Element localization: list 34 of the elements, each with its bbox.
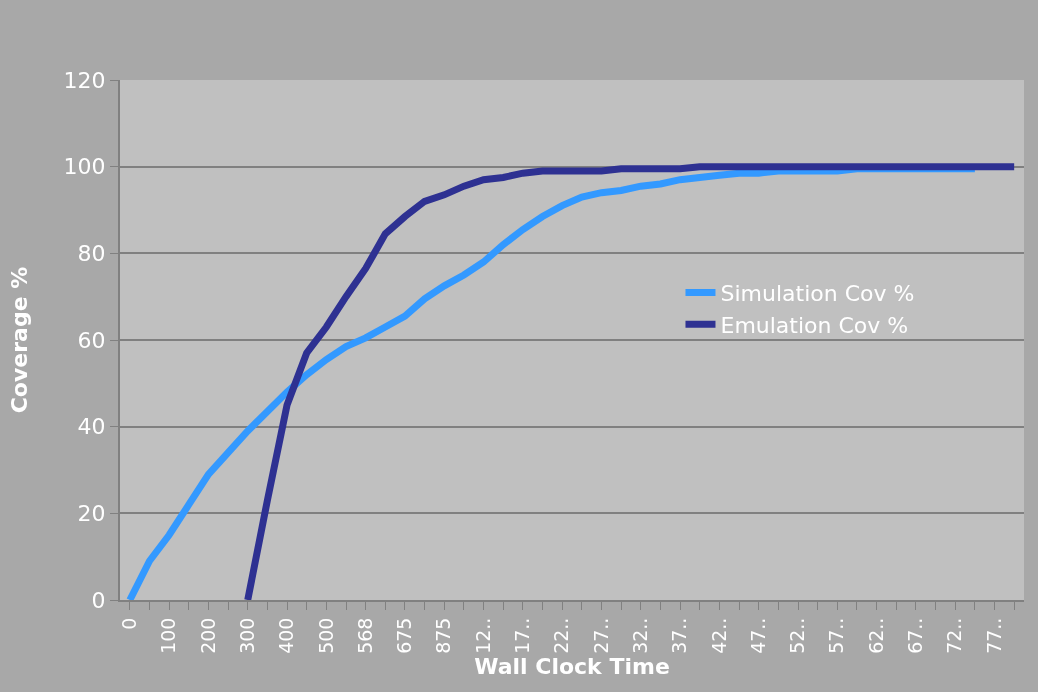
y-tick-label: 120 (63, 67, 106, 93)
x-tick-label: 47.. (746, 617, 769, 654)
legend-label: Emulation Cov % (720, 312, 909, 338)
y-tick-label: 80 (77, 241, 106, 267)
legend-label: Simulation Cov % (720, 281, 915, 307)
x-tick-label: 17.. (511, 617, 534, 654)
x-tick-label: 568 (353, 617, 376, 654)
x-axis-title: Wall Clock Time (474, 653, 670, 679)
x-tick-label: 57.. (825, 617, 848, 654)
x-tick-label: 12.. (471, 617, 494, 654)
x-tick-label: 72.. (943, 617, 966, 654)
x-tick-label: 32.. (628, 617, 651, 654)
x-tick-label: 62.. (864, 617, 887, 654)
x-tick-label: 67.. (904, 617, 927, 654)
x-tick-label: 52.. (786, 617, 809, 654)
y-tick-label: 0 (91, 587, 106, 613)
x-tick-label: 200 (196, 617, 219, 654)
y-tick-label: 40 (77, 414, 106, 440)
x-tick-label: 42.. (707, 617, 730, 654)
x-tick-label: 300 (235, 617, 258, 654)
x-tick-label: 22.. (550, 617, 573, 654)
x-tick-label: 500 (314, 617, 337, 654)
y-tick-label: 20 (77, 501, 106, 527)
y-tick-label: 100 (63, 154, 106, 180)
x-tick-label: 77.. (982, 617, 1005, 654)
y-tick-label: 60 (77, 327, 106, 353)
x-tick-label: 100 (157, 617, 180, 654)
y-axis-title: Coverage % (6, 266, 32, 414)
x-tick-label: 37.. (668, 617, 691, 654)
x-tick-label: 400 (275, 617, 298, 654)
x-tick-label: 675 (393, 617, 416, 654)
x-tick-label: 27.. (589, 617, 612, 654)
x-tick-label: 0 (118, 617, 141, 630)
x-tick-label: 875 (432, 617, 455, 654)
